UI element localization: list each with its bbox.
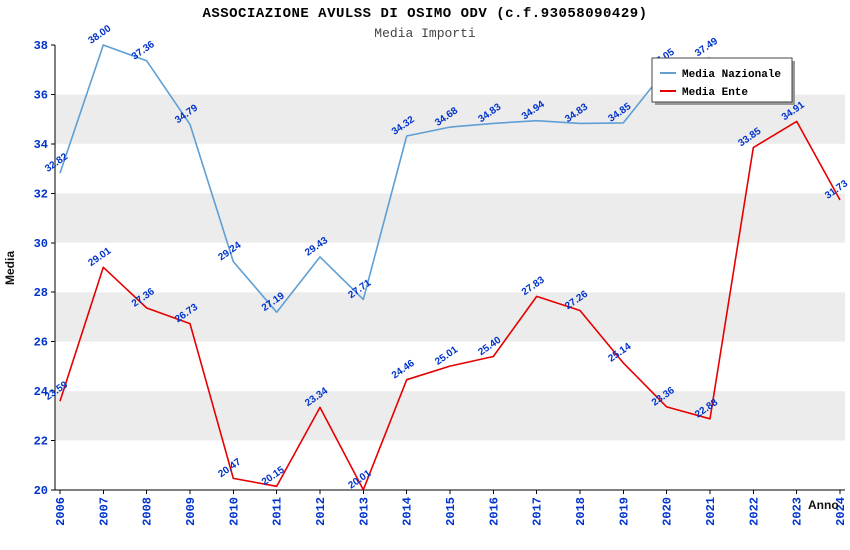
x-tick-label: 2015 (444, 497, 458, 526)
x-tick-label: 2010 (227, 497, 241, 526)
x-tick-label: 2014 (401, 497, 415, 526)
y-tick-label: 34 (34, 138, 48, 152)
x-tick-label: 2021 (704, 497, 718, 526)
y-axis-ticks: 20 22 24 26 28 30 32 34 36 38 (34, 39, 55, 498)
legend: Media Nazionale Media Ente (651, 57, 795, 105)
legend-box (651, 57, 793, 103)
x-tick-label: 2017 (531, 497, 545, 526)
x-tick-label: 2020 (661, 497, 675, 526)
plot-band (55, 292, 845, 342)
legend-item-label: Media Nazionale (682, 69, 781, 81)
x-tick-label: 2009 (184, 497, 198, 526)
chart-subtitle: Media Importi (374, 26, 476, 41)
x-tick-label: 2013 (357, 497, 371, 526)
plot-band (55, 391, 845, 441)
plot-band (55, 193, 845, 243)
x-tick-label: 2019 (617, 497, 631, 526)
x-tick-label: 2011 (271, 497, 285, 526)
x-tick-label: 2016 (487, 497, 501, 526)
legend-item-label: Media Ente (682, 87, 748, 99)
x-tick-label: 2008 (141, 497, 155, 526)
y-tick-label: 38 (34, 39, 48, 53)
y-tick-label: 20 (34, 484, 48, 498)
plot-band (55, 440, 845, 490)
y-tick-label: 36 (34, 88, 48, 102)
y-tick-label: 32 (34, 187, 48, 201)
x-tick-label: 2024 (834, 497, 848, 526)
x-tick-label: 2023 (791, 497, 805, 526)
x-tick-label: 2018 (574, 497, 588, 526)
series-line (59, 120, 841, 491)
x-tick-label: 2007 (97, 497, 111, 526)
y-tick-label: 30 (34, 237, 48, 251)
x-axis-ticks: 2006 2007 2008 2009 2010 2011 2012 2013 2014 2015… (54, 490, 848, 526)
plot-band (55, 143, 845, 194)
y-tick-label: 24 (34, 385, 48, 399)
chart-title: ASSOCIAZIONE AVULSS DI OSIMO ODV (c.f.93… (202, 6, 648, 22)
x-tick-label: 2012 (314, 497, 328, 526)
y-tick-label: 28 (34, 286, 48, 300)
y-axis-title: Media (3, 251, 17, 285)
point-label: 38.00 (86, 23, 113, 47)
x-tick-label: 2006 (54, 497, 68, 526)
series-line (59, 44, 711, 313)
plot-bands (55, 45, 845, 490)
y-tick-label: 22 (34, 435, 48, 449)
y-tick-label: 26 (34, 336, 48, 350)
x-axis-title: Anno (808, 498, 839, 512)
x-tick-label: 2022 (747, 497, 761, 526)
plot-band (55, 242, 845, 293)
